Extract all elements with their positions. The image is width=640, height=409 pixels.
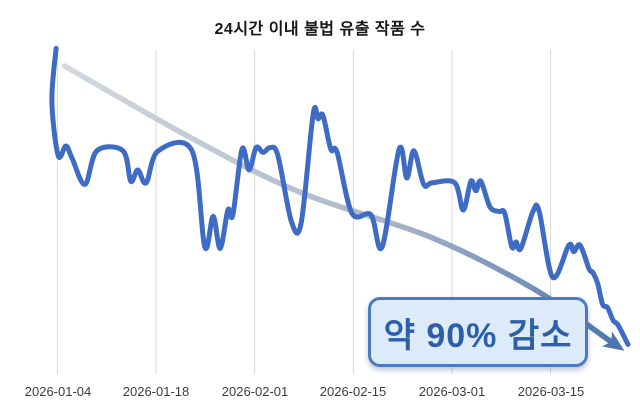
x-tick-label: 2026-01-18	[122, 384, 190, 399]
trend-arrow-head	[602, 331, 625, 351]
annotation-text: 약 90% 감소	[383, 316, 573, 355]
trend-arrow-line	[61, 63, 614, 344]
x-tick-label: 2026-02-15	[319, 384, 387, 399]
x-axis-tick-labels: 2026-01-04 2026-01-18 2026-02-01 2026-02-15…	[0, 384, 640, 401]
annotation-callout: 약 90% 감소	[368, 297, 588, 367]
data-line	[49, 45, 631, 347]
x-tick-label: 2026-03-15	[517, 384, 585, 399]
x-tick-label: 2026-03-01	[418, 384, 486, 399]
x-tick-label: 2026-01-04	[24, 384, 92, 399]
x-tick-label: 2026-02-01	[221, 384, 289, 399]
chart-title: 24시간 이내 불법 유출 작품 수	[214, 21, 426, 38]
